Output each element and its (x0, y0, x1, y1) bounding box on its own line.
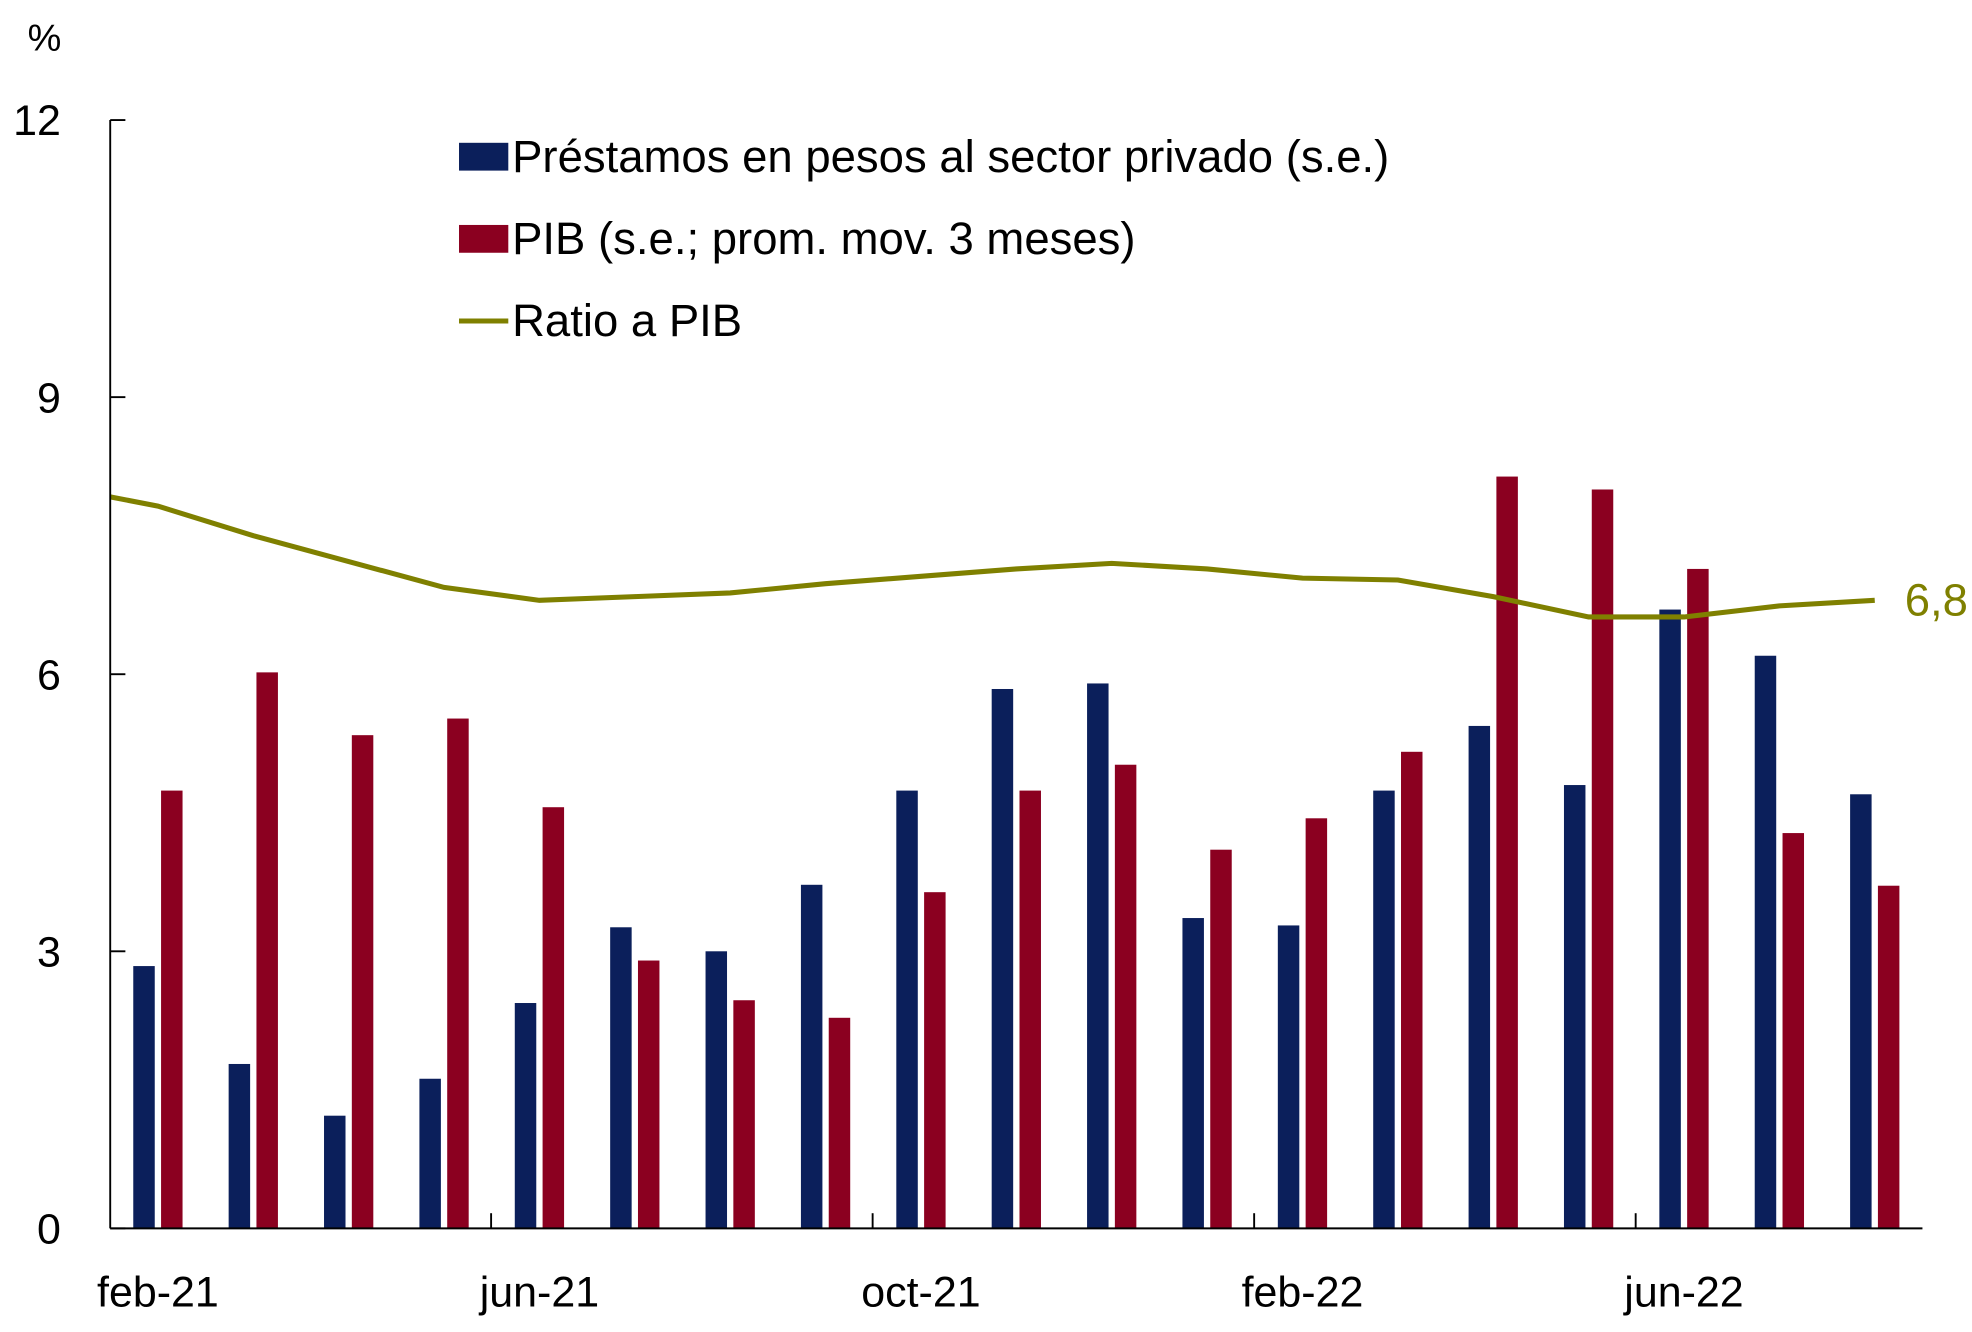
ratio-end-label: 6,8 (1905, 574, 1968, 625)
bar-loans (133, 966, 155, 1229)
y-tick-label: 12 (13, 97, 61, 145)
y-tick-label: 0 (37, 1206, 61, 1254)
bar-loans (991, 688, 1014, 1229)
bar-loans (800, 884, 823, 1229)
bar-loans (705, 951, 728, 1229)
legend: Préstamos en pesos al sector privado (s.… (459, 131, 1389, 346)
legend-item-ratio: Ratio a PIB (459, 295, 742, 346)
x-tick-label: jun-22 (1622, 1269, 1743, 1317)
bar-gdp (733, 1000, 755, 1229)
bar-gdp (1114, 764, 1137, 1229)
y-tick-label: 6 (37, 651, 61, 699)
bar-gdp (1210, 849, 1232, 1229)
y-tick-label: 9 (37, 374, 61, 422)
bar-loans (1850, 794, 1872, 1229)
bar-gdp (1305, 818, 1328, 1229)
bar-loans (1468, 725, 1491, 1229)
x-tick-label: oct-21 (861, 1269, 980, 1317)
bar-gdp (1401, 751, 1423, 1229)
bar-loans (1182, 918, 1204, 1229)
legend-item-loans: Préstamos en pesos al sector privado (s.… (459, 131, 1389, 182)
x-tick-label: feb-21 (97, 1269, 219, 1317)
y-unit-label: % (28, 18, 62, 60)
legend-swatch-gdp (459, 224, 509, 253)
bar-loans (1754, 655, 1777, 1229)
bar-loans (896, 790, 918, 1229)
bar-loans (419, 1078, 441, 1229)
x-ticks: feb-21 jun-21 oct-21 feb-22 jun-22 (97, 1213, 1744, 1317)
legend-label-gdp: PIB (s.e.; prom. mov. 3 meses) (512, 213, 1135, 264)
bar-gdp (256, 672, 278, 1229)
bar-loans (1659, 609, 1681, 1229)
legend-label-loans: Préstamos en pesos al sector privado (s.… (512, 131, 1389, 182)
bar-gdp (161, 790, 183, 1229)
bar-gdp (1687, 568, 1709, 1229)
bar-loans (324, 1115, 346, 1229)
bar-loans (228, 1063, 251, 1229)
bar-gdp (1019, 790, 1041, 1229)
bar-loans (514, 1003, 537, 1229)
bar-loans (1087, 683, 1109, 1229)
y-ticks: 0 3 6 9 12 (13, 97, 126, 1254)
legend-label-ratio: Ratio a PIB (512, 295, 742, 346)
legend-item-gdp: PIB (s.e.; prom. mov. 3 meses) (459, 213, 1136, 264)
bar-loans (1563, 785, 1586, 1229)
y-tick-label: 3 (37, 928, 61, 976)
axes (109, 120, 1923, 1230)
bar-gdp (351, 735, 374, 1229)
x-tick-label: jun-21 (478, 1269, 599, 1317)
bar-gdp (1591, 489, 1614, 1229)
bar-loans (610, 927, 632, 1229)
x-tick-label: feb-22 (1242, 1269, 1364, 1317)
bar-gdp (924, 892, 946, 1229)
ratio-line (109, 494, 1875, 620)
bar-gdp (447, 718, 469, 1229)
bar-gdp (1782, 833, 1805, 1229)
bars (133, 476, 1900, 1229)
bar-gdp (637, 960, 660, 1229)
legend-swatch-loans (459, 142, 509, 171)
bar-gdp (542, 807, 565, 1229)
bar-gdp (1496, 476, 1518, 1229)
bar-gdp (1877, 885, 1900, 1229)
bar-loans (1373, 790, 1395, 1229)
bar-gdp (828, 1017, 851, 1229)
bar-loans (1277, 925, 1300, 1229)
